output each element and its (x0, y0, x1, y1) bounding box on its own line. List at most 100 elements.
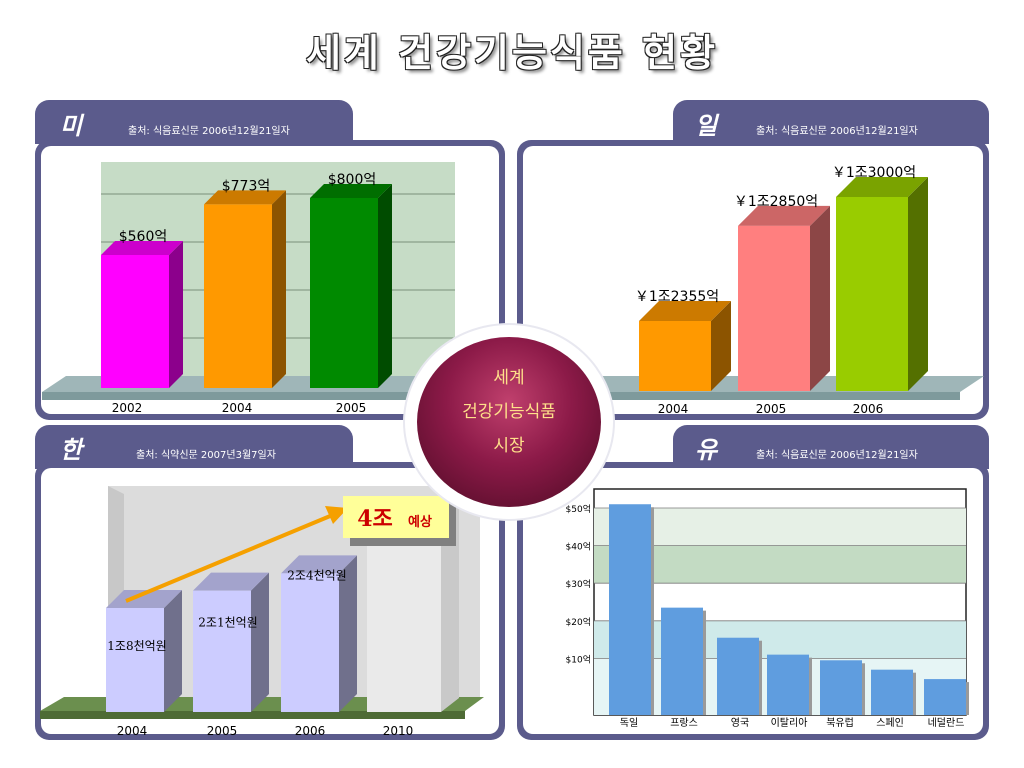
japan-bar-2005-front (738, 225, 810, 391)
europe-band-low (594, 620, 966, 659)
korea-data-label-2004: 1조8천억원 (107, 638, 166, 653)
japan-x-label-2004: 2004 (658, 402, 689, 416)
europe-x-label-영국: 영국 (731, 717, 749, 729)
korea-data-label-2006: 2조4천억원 (287, 567, 346, 582)
center-badge: 세계 건강기능식품 시장 (405, 325, 613, 519)
korea-trend-arrow (125, 512, 336, 603)
usa-data-label-2002: $560억 (119, 229, 168, 245)
korea-x-label-2006: 2006 (295, 724, 326, 738)
korea-bar-2006-top (281, 555, 357, 574)
europe-y-tick-10: $10억 (566, 653, 591, 665)
korea-bar-2005 (193, 572, 269, 712)
europe-y-tick-20: $20억 (566, 616, 591, 628)
korea-bar-2006-side (339, 555, 357, 712)
japan-data-label-2006: ￥1조3000억 (832, 165, 916, 181)
korea-forecast-value: 4조 (357, 506, 393, 532)
korea-bar-2005-side (251, 572, 269, 712)
center-line-2: 건강기능식품 (462, 402, 556, 422)
korea-bar-2006 (281, 555, 357, 712)
europe-bar-네덜란드 (924, 679, 969, 715)
korea-bar-2006-front (281, 573, 339, 712)
usa-bar-2004-top (204, 190, 286, 205)
europe-y-tick-50: $50억 (566, 503, 591, 515)
japan-bar-2005-top (738, 205, 830, 226)
japan-bar-2006-side (908, 177, 928, 391)
page-title: 세계 건강기능식품 현황 (305, 30, 719, 75)
europe-bar-front (661, 607, 703, 715)
country-label-japan: 일본 (695, 111, 718, 175)
japan-bar-2005 (738, 205, 830, 391)
usa-bar-2005-front (310, 198, 378, 388)
usa-bar-2002-front (101, 255, 169, 388)
europe-bar-front (871, 669, 913, 715)
europe-bar-front (924, 679, 966, 715)
japan-x-label-2005: 2005 (756, 402, 787, 416)
europe-bar-front (717, 637, 759, 715)
source-usa: 출처: 식음료신문 2006년12월21일자 (128, 126, 290, 137)
japan-bar-2006 (836, 177, 928, 391)
usa-bar-2004 (204, 190, 286, 388)
korea-forecast-box (343, 496, 449, 538)
usa-x-label-2002: 2002 (112, 401, 143, 415)
japan-bar-2006-top (836, 177, 928, 197)
korea-bar-2004 (106, 590, 182, 712)
europe-bar-스페인 (871, 669, 916, 715)
japan-bar-2005-side (810, 205, 830, 391)
usa-bar-2002-top (101, 241, 183, 255)
europe-band-mid (594, 545, 966, 584)
japan-bar-2004-top (639, 301, 731, 321)
country-label-usa: 미국 (60, 111, 83, 175)
europe-y-tick-40: $40억 (566, 541, 591, 553)
korea-bar-2004-front (106, 608, 164, 712)
europe-y-tick-30: $30억 (566, 578, 591, 590)
japan-bar-2006-front (836, 197, 908, 391)
europe-bar-프랑스 (661, 607, 706, 715)
usa-bar-2005-side (378, 184, 392, 388)
country-label-korea: 한국 (60, 435, 83, 499)
japan-data-label-2004: ￥1조2355억 (635, 289, 719, 305)
korea-chart-floor-front (40, 711, 465, 719)
europe-x-label-스페인: 스페인 (876, 717, 904, 729)
korea-x-label-2004: 2004 (117, 724, 148, 738)
source-japan: 출처: 식음료신문 2006년12월21일자 (756, 126, 918, 137)
europe-bar-북유럽 (820, 660, 865, 715)
europe-x-label-이탈리아: 이탈리아 (771, 716, 808, 729)
usa-bar-2004-front (204, 204, 272, 388)
europe-bar-독일 (609, 504, 654, 715)
europe-bar-front (767, 654, 809, 715)
europe-bar-영국 (717, 637, 762, 715)
usa-data-label-2005: $800억 (328, 172, 377, 188)
japan-bar-2004-front (639, 321, 711, 391)
europe-bar-front (820, 660, 862, 715)
usa-x-label-2005: 2005 (336, 401, 367, 415)
europe-x-label-네덜란드: 네덜란드 (928, 717, 965, 729)
usa-data-label-2004: $773억 (222, 178, 271, 194)
source-europe: 출처: 식음료신문 2006년12월21일자 (756, 450, 918, 461)
korea-data-label-2005: 2조1천억원 (198, 615, 257, 630)
korea-bar-2004-top (106, 590, 182, 608)
center-line-3: 시장 (493, 436, 525, 456)
usa-bar-2005 (310, 184, 392, 388)
korea-bar-2005-top (193, 572, 269, 591)
korea-trend-arrowhead (325, 506, 348, 524)
korea-bar-2004-side (164, 590, 182, 712)
japan-bar-2004-side (711, 301, 731, 391)
japan-bar-2004 (639, 301, 731, 391)
usa-bar-2002-side (169, 241, 183, 388)
europe-x-label-독일: 독일 (620, 717, 638, 729)
korea-forecast-note: 예상 (408, 514, 432, 530)
usa-chart-floor-front (42, 392, 455, 400)
europe-bar-front (609, 504, 651, 715)
usa-bar-2004-side (272, 190, 286, 388)
source-korea: 출처: 식약신문 2007년3월7일자 (136, 450, 276, 461)
usa-bar-2002 (101, 241, 183, 388)
europe-x-label-프랑스: 프랑스 (670, 717, 698, 729)
japan-data-label-2005: ￥1조2850억 (734, 194, 818, 210)
korea-bar-2005-front (193, 590, 251, 712)
center-line-1: 세계 (493, 368, 525, 388)
korea-x-label-2010: 2010 (383, 724, 414, 738)
europe-x-label-북유럽: 북유럽 (826, 717, 854, 729)
usa-x-label-2004: 2004 (222, 401, 253, 415)
europe-bar-이탈리아 (767, 654, 812, 715)
